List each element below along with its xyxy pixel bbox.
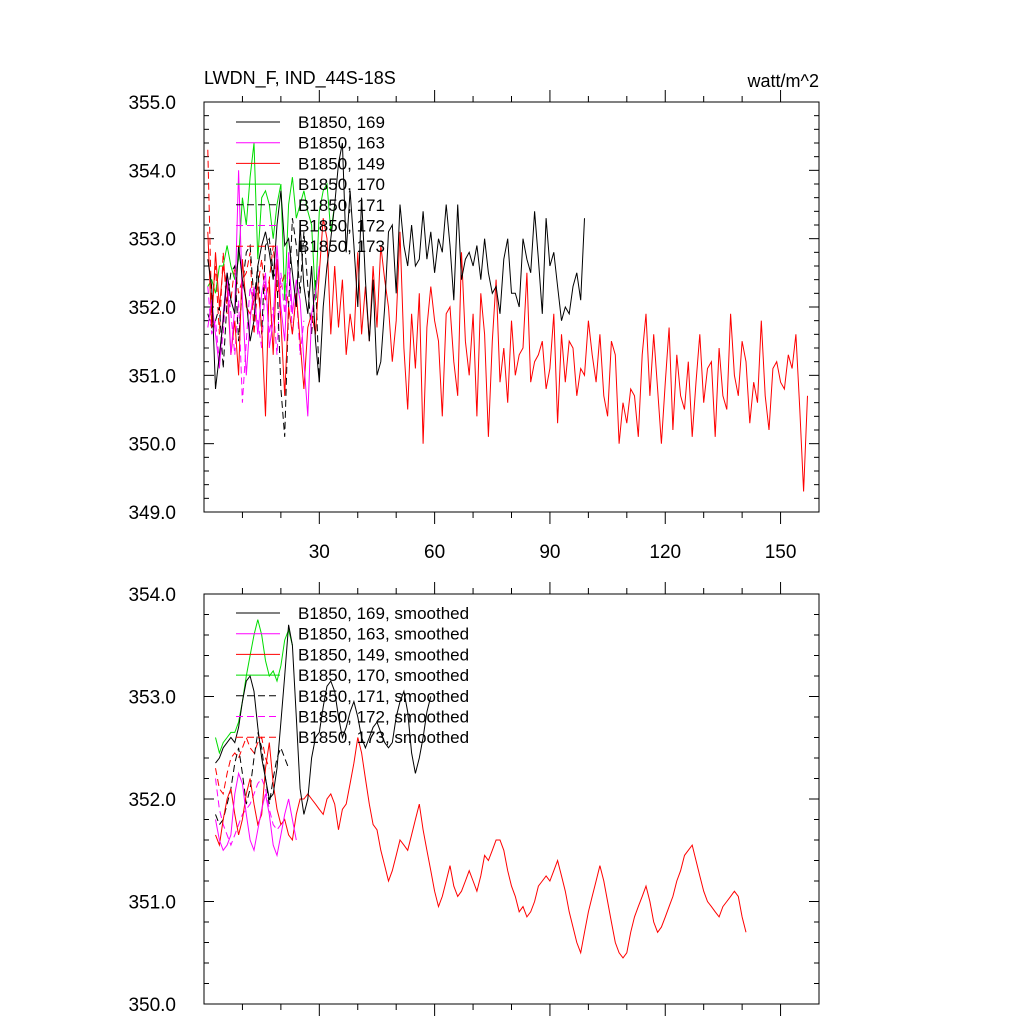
- bottom-series-line: [215, 771, 297, 858]
- top-legend-label: B1850, 171: [298, 196, 385, 215]
- top-series-line: [207, 149, 290, 335]
- bottom-series-group: [215, 619, 747, 959]
- bottom-series-line: [215, 777, 282, 847]
- bottom-legend-label: B1850, 173, smoothed: [298, 728, 469, 747]
- top-series-line: [207, 142, 336, 301]
- bottom-legend-label: B1850, 172, smoothed: [298, 708, 469, 727]
- top-ytick-label: 349.0: [128, 503, 176, 524]
- top-panel: LWDN_F, IND_44S-18S watt/m^2 349.0350.03…: [128, 68, 820, 563]
- top-xtick-label: 30: [309, 542, 330, 563]
- top-ytick-label: 354.0: [128, 161, 176, 182]
- bottom-series-line: [215, 624, 432, 815]
- top-legend-label: B1850, 169: [298, 113, 385, 132]
- bottom-legend-label: B1850, 149, smoothed: [298, 645, 469, 664]
- top-xtick-label: 120: [649, 542, 681, 563]
- bottom-ytick-label: 351.0: [128, 893, 176, 914]
- top-legend-label: B1850, 149: [298, 154, 385, 173]
- top-ytick-label: 353.0: [128, 230, 176, 251]
- bottom-ytick-label: 354.0: [128, 585, 176, 606]
- top-legend-label: B1850, 163: [298, 134, 385, 153]
- bottom-series-line: [215, 619, 293, 755]
- bottom-ytick-label: 350.0: [128, 995, 176, 1016]
- top-series-group: [207, 142, 808, 492]
- bottom-series-line: [215, 732, 290, 826]
- top-ytick-label: 351.0: [128, 366, 176, 387]
- bottom-ytick-label: 352.0: [128, 790, 176, 811]
- top-chart-title: LWDN_F, IND_44S-18S: [204, 68, 396, 89]
- bottom-ytick-label: 353.0: [128, 688, 176, 709]
- bottom-axis-ticks: 350.0 351.0 352.0 353.0 354.0: [128, 582, 819, 1016]
- top-legend-label: B1850, 170: [298, 175, 385, 194]
- top-xtick-label: 60: [424, 542, 445, 563]
- top-ytick-label: 350.0: [128, 435, 176, 456]
- top-chart-units: watt/m^2: [747, 71, 819, 91]
- bottom-legend: B1850, 169, smoothed B1850, 163, smoothed…: [236, 604, 469, 747]
- top-xtick-label: 90: [539, 542, 560, 563]
- top-ytick-label: 352.0: [128, 298, 176, 319]
- bottom-legend-label: B1850, 170, smoothed: [298, 666, 469, 685]
- bottom-panel: 350.0 351.0 352.0 353.0 354.0 B1850, 169, sm…: [128, 582, 820, 1016]
- bottom-series-line: [215, 736, 270, 796]
- top-xtick-label: 150: [765, 542, 797, 563]
- bottom-plot-frame: [203, 593, 820, 1005]
- top-legend-label: B1850, 173: [298, 237, 385, 256]
- top-series-line: [207, 218, 808, 492]
- bottom-legend-label: B1850, 163, smoothed: [298, 625, 469, 644]
- top-series-line: [207, 218, 320, 437]
- top-legend-label: B1850, 172: [298, 217, 385, 236]
- bottom-series-line: [215, 737, 747, 959]
- top-series-line: [207, 142, 585, 390]
- top-axis-ticks: 349.0 350.0 351.0 352.0 353.0 354.0 355.0 30 60 9…: [128, 90, 819, 563]
- bottom-legend-label: B1850, 169, smoothed: [298, 604, 469, 623]
- bottom-legend-label: B1850, 171, smoothed: [298, 687, 469, 706]
- top-ytick-label: 355.0: [128, 93, 176, 114]
